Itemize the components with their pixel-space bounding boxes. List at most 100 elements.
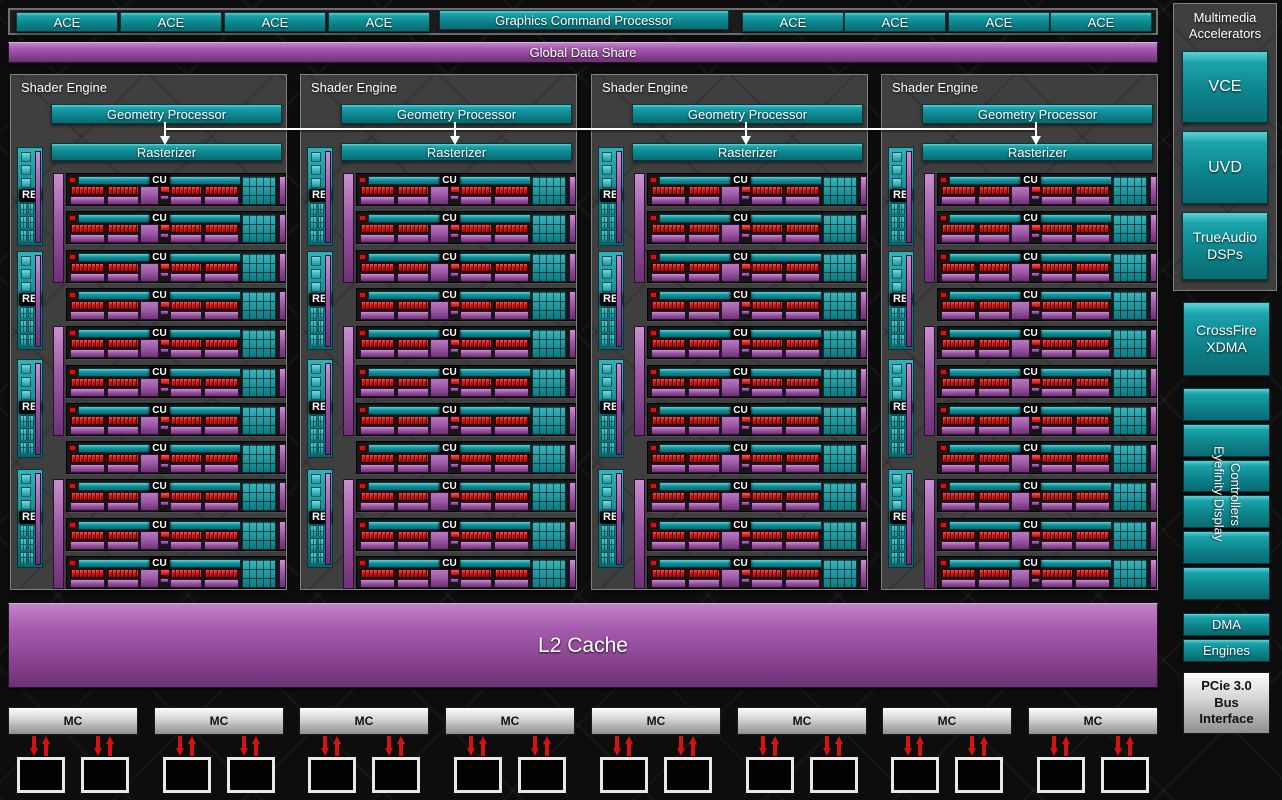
cu-right-bar [860,291,867,320]
cu-red-marker [69,177,76,183]
cu-scalar-register [450,501,459,506]
rb-cache-cell [608,203,615,216]
cu-simd-block [494,339,529,348]
cu-register-bar [651,464,686,473]
rb-cache-cell [898,415,905,428]
mc-block: MC [8,707,138,735]
cu-simd-block [941,416,976,425]
cu-group-bar [343,173,354,283]
cu-scheduler-block [1011,492,1030,511]
cu-register-bar [107,234,139,243]
rb-cache-grid [891,307,905,346]
rb-purple-bar [325,151,331,243]
cu-register-bar [397,388,429,397]
cu-scalar-block [741,492,751,499]
cu-simd-block [70,454,105,463]
cu-simd-block [651,569,686,578]
cu-register-bar [460,349,492,358]
compute-unit-row: CU [66,403,286,436]
cu-cache-grid [823,176,857,205]
cu-simd-block [397,263,429,272]
cu-header-bar: CU [78,213,241,224]
mc-chip-link [758,736,780,756]
rb-cache-grid [20,307,34,346]
cu-red-marker [940,407,947,413]
cu-scheduler-block [721,339,740,358]
cu-label: CU [730,175,751,186]
cu-register-bar [70,311,105,320]
rb-cache-grid [891,525,905,564]
cu-right-bar [569,176,576,205]
rb-cache-cell [310,307,317,320]
cu-register-bar [785,349,820,358]
cu-register-bar [70,388,105,397]
cu-label: CU [149,213,170,224]
cu-simd-block [978,416,1010,425]
cu-simd-block [107,339,139,348]
rb-cache-cell [891,415,898,428]
cu-right-bar [1150,329,1157,358]
cu-simd-block [460,531,492,540]
cu-red-marker [69,445,76,451]
cu-label: CU [730,405,751,416]
rb-cache-cell [891,307,898,320]
rb-cache-cell [898,551,905,564]
cu-scheduler-block [140,531,159,550]
cu-simd-block [978,224,1010,233]
cu-label: CU [439,520,460,531]
cu-header-bar: CU [368,175,531,186]
cu-simd-block [651,416,686,425]
cu-simd-block [978,301,1010,310]
cu-register-bar [1075,426,1110,435]
rb-cache-cell [310,551,317,564]
cu-red-marker [69,407,76,413]
cu-register-bar [751,502,783,511]
cu-simd-block [107,263,139,272]
rb-cache-cell [310,525,317,538]
rb-cache-cell [317,333,324,346]
cu-right-bar [569,368,576,397]
cu-register-bar [107,464,139,473]
cu-red-marker [359,522,366,528]
cu-red-marker [359,215,366,221]
cu-simd-block [1075,301,1110,310]
rb-cache-cell [891,203,898,216]
cu-register-bar [688,311,720,320]
rb-purple-bar [906,473,912,565]
cu-simd-block [785,492,820,501]
cu-scalar-block [450,454,460,461]
cu-register-bar [204,196,239,205]
cu-simd-block [941,492,976,501]
cu-scalar-register [741,195,750,200]
arrow-down-icon [967,736,977,756]
cu-simd-block [751,263,783,272]
mc-block: MC [1028,707,1158,735]
compute-unit-row: CU [647,518,867,551]
rb-cache-grid [310,203,324,242]
cu-scheduler-block [430,569,449,588]
rb-cache-cell [20,216,27,229]
cu-cache-grid [242,291,276,320]
cu-simd-block [360,454,395,463]
cu-register-bar [785,311,820,320]
compute-unit-row: CU [356,211,576,244]
cu-register-bar [170,502,202,511]
cu-scalar-register [450,272,459,277]
compute-unit-row: CU [356,556,576,589]
rb-cache-cell [898,441,905,454]
cu-scalar-block [160,454,170,461]
rb-cache-cell [20,538,27,551]
cu-simd-block [688,339,720,348]
rb-block: RB [888,359,914,458]
cu-cache-grid [1113,176,1147,205]
rb-purple-bar [906,363,912,455]
cu-register-bar [1075,502,1110,511]
arrow-up-icon [542,736,552,756]
rb-square [892,390,902,400]
mc-block: MC [299,707,429,735]
cu-register-bar [785,464,820,473]
rb-cache-cell [317,428,324,441]
memory-controller-unit: MC [445,707,575,800]
cu-right-bar [569,291,576,320]
arrow-up-icon [396,736,406,756]
